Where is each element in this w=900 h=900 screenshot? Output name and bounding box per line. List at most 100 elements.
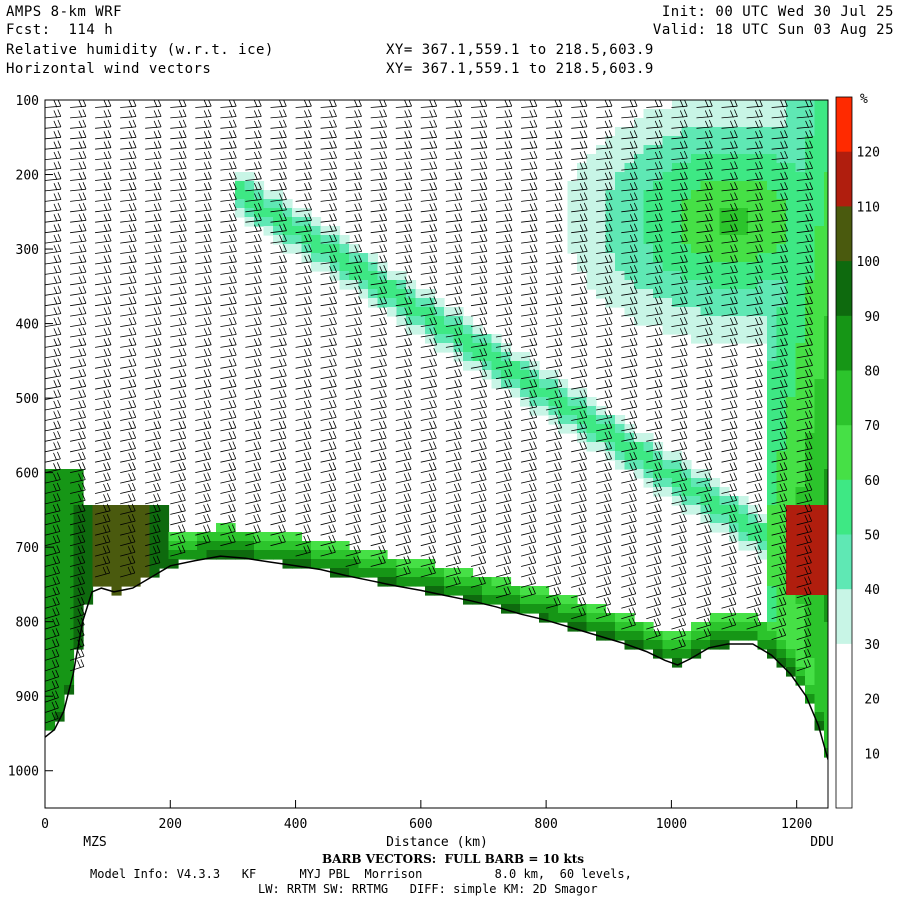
wind-barb: [195, 313, 212, 317]
wind-barb-flag: [528, 546, 533, 554]
wind-barb-flag: [157, 130, 162, 138]
wind-barb-flag: [808, 462, 813, 470]
wind-barb-flag: [408, 379, 412, 387]
wind-barb-flag: [107, 306, 112, 314]
wind-barb-flag: [308, 109, 312, 117]
wind-barb-flag: [81, 545, 86, 553]
wind-barb: [521, 500, 537, 505]
wind-barb-flag: [303, 452, 308, 461]
wind-barb-flag: [558, 244, 563, 252]
wind-barb-flag: [778, 629, 783, 637]
wind-barb-flag: [55, 648, 60, 657]
wind-barb-flag: [157, 358, 162, 366]
wind-barb-flag: [603, 546, 608, 554]
wind-barb-flag: [78, 421, 83, 429]
wind-barb-flag: [178, 255, 183, 263]
wind-barb: [696, 261, 713, 265]
wind-barb-flag: [554, 348, 559, 357]
wind-barb: [671, 458, 687, 463]
wind-barb: [696, 541, 712, 547]
wind-barb-flag: [404, 245, 409, 253]
wind-barb-flag: [153, 514, 157, 523]
wind-barb-flag: [809, 296, 813, 304]
wind-barb: [170, 199, 187, 202]
wind-barb: [646, 603, 661, 609]
wind-barb: [796, 313, 813, 317]
wind-barb: [596, 603, 611, 609]
wind-barb-flag: [278, 390, 283, 398]
wind-barb-flag: [354, 276, 358, 284]
wind-barb-flag: [755, 245, 759, 253]
wind-barb-flag: [333, 358, 337, 366]
wind-barb-flag: [278, 514, 283, 523]
wind-barb-flag: [433, 347, 438, 356]
wind-barb-flag: [628, 618, 633, 627]
wind-barb-flag: [733, 379, 738, 387]
wind-barb-flag: [529, 307, 534, 315]
wind-barb-flag: [278, 494, 283, 502]
wind-barb-flag: [333, 213, 337, 221]
wind-barb: [721, 136, 738, 140]
wind-barb-flag: [254, 224, 258, 232]
wind-barb-flag: [354, 141, 358, 149]
wind-barb-flag: [379, 224, 384, 232]
wind-barb: [295, 116, 312, 119]
wind-barb-flag: [408, 213, 413, 221]
wind-barb-flag: [379, 141, 384, 149]
wind-barb-flag: [258, 244, 262, 252]
wind-barb: [45, 219, 62, 223]
colorbar-segment: [836, 261, 852, 317]
wind-barb-flag: [704, 390, 709, 398]
wind-barb-flag: [603, 566, 608, 575]
wind-barb-flag: [358, 327, 362, 335]
wind-barb-flag: [529, 421, 534, 429]
wind-barb: [646, 489, 662, 494]
wind-barb-flag: [633, 482, 637, 491]
wind-barb-flag: [583, 430, 588, 439]
wind-barb-flag: [730, 265, 734, 274]
wind-barb-flag: [784, 285, 788, 294]
wind-barb: [95, 334, 112, 338]
wind-barb: [170, 271, 187, 275]
wind-barb-flag: [730, 328, 734, 336]
wind-barb: [571, 126, 588, 129]
wind-barb-flag: [633, 410, 638, 418]
wind-barb-flag: [253, 390, 258, 398]
wind-barb: [45, 634, 60, 640]
wind-barb: [170, 520, 186, 526]
wind-barb: [495, 261, 513, 265]
wind-barb-flag: [353, 504, 358, 512]
wind-barb-flag: [808, 524, 812, 532]
x-tick-label: 0: [41, 817, 49, 832]
wind-barb-flag: [383, 327, 387, 335]
wind-barb: [621, 448, 637, 453]
wind-barb-flag: [178, 390, 183, 398]
wind-barb: [771, 230, 788, 234]
wind-barb-flag: [754, 452, 759, 461]
wind-barb-flag: [608, 420, 613, 428]
wind-barb-flag: [407, 524, 412, 532]
wind-barb-flag: [780, 183, 784, 191]
wind-barb: [495, 271, 513, 275]
wind-barb-flag: [679, 473, 684, 481]
wind-barb-flag: [328, 494, 333, 502]
colorbar-label: 10: [864, 747, 880, 762]
wind-barb-flag: [780, 265, 784, 274]
wind-barb: [95, 251, 112, 254]
wind-barb: [120, 230, 137, 234]
wind-barb-flag: [228, 390, 233, 398]
wind-barb-flag: [579, 162, 584, 170]
wind-barb-flag: [680, 203, 684, 212]
wind-barb: [596, 427, 612, 432]
wind-barb: [495, 126, 512, 129]
wind-barb: [69, 551, 85, 557]
wind-barb-flag: [178, 245, 183, 253]
wind-barb-flag: [404, 141, 409, 149]
wind-barb-flag: [705, 234, 709, 243]
wind-barb: [195, 323, 212, 327]
wind-barb: [796, 396, 813, 400]
wind-barb-flag: [779, 514, 784, 523]
wind-barb-flag: [578, 535, 583, 544]
wind-barb-flag: [333, 192, 337, 200]
wind-barb-flag: [78, 411, 83, 419]
